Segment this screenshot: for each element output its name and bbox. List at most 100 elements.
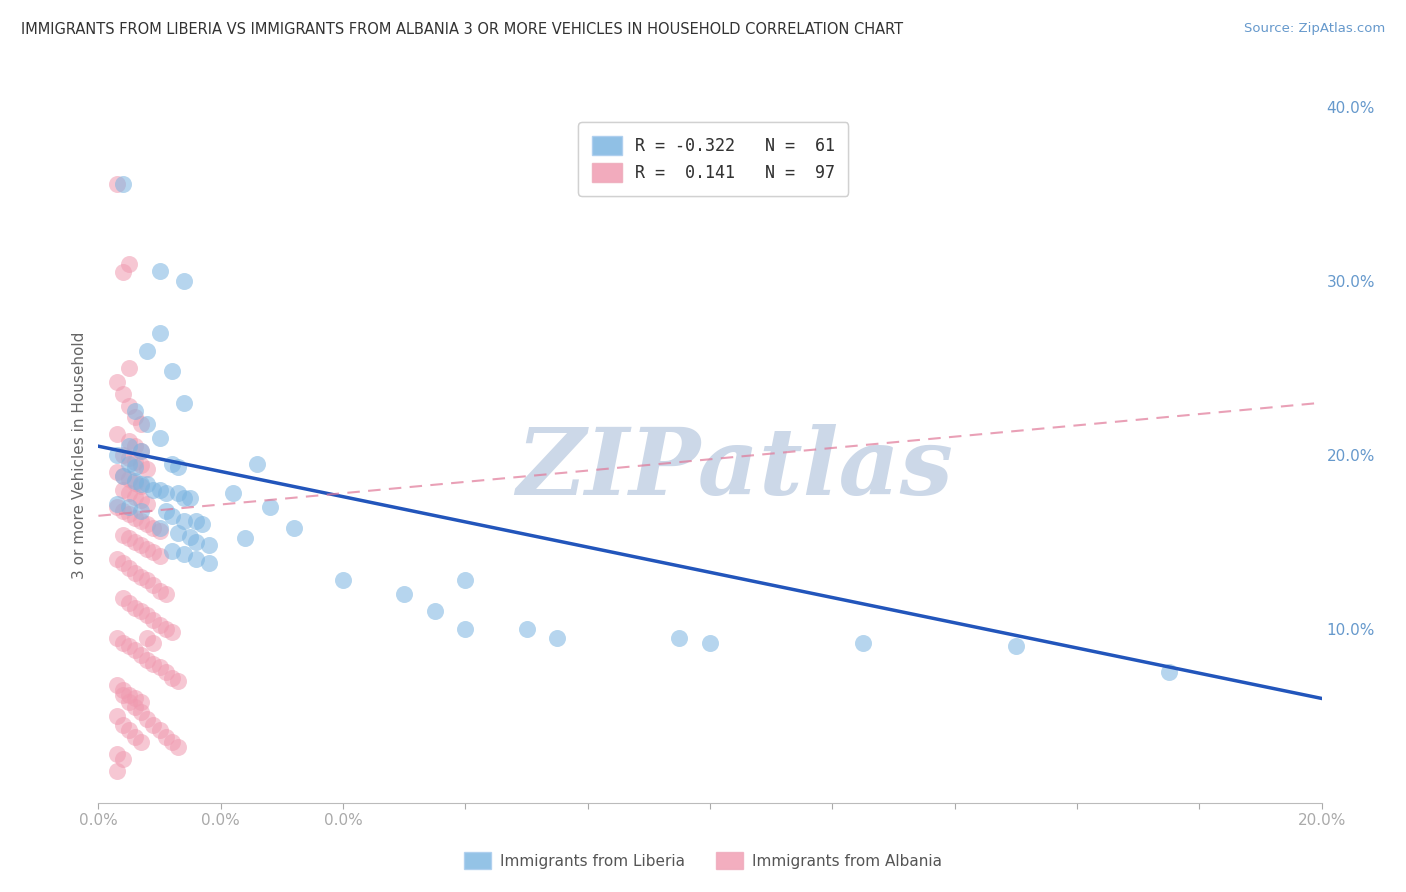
Point [197, 538, 219, 552]
Point [136, 477, 159, 491]
Point [136, 631, 159, 645]
Text: ZIPatlas: ZIPatlas [516, 424, 953, 514]
Point [167, 526, 190, 541]
Point [105, 747, 128, 761]
Point [129, 695, 152, 709]
Point [179, 530, 201, 544]
Point [136, 712, 159, 726]
Point [173, 547, 195, 561]
Point [454, 573, 477, 587]
Point [129, 444, 152, 458]
Point [142, 717, 165, 731]
Point [124, 691, 146, 706]
Point [111, 717, 134, 731]
Point [149, 521, 172, 535]
Point [111, 636, 134, 650]
Legend: R = -0.322   N =  61, R =  0.141   N =  97: R = -0.322 N = 61, R = 0.141 N = 97 [578, 122, 848, 196]
Point [259, 500, 281, 514]
Point [142, 613, 165, 627]
Point [124, 404, 146, 418]
Point [160, 735, 183, 749]
Point [124, 730, 146, 744]
Point [118, 457, 141, 471]
Point [105, 708, 128, 723]
Point [105, 375, 128, 389]
Point [129, 479, 152, 493]
Point [160, 457, 183, 471]
Point [111, 468, 134, 483]
Point [392, 587, 416, 601]
Point [111, 503, 134, 517]
Point [118, 451, 141, 466]
Point [155, 665, 177, 680]
Point [149, 660, 172, 674]
Point [155, 486, 177, 500]
Point [149, 583, 172, 598]
Point [105, 448, 128, 462]
Point [149, 723, 172, 737]
Point [129, 605, 152, 619]
Point [129, 477, 152, 491]
Point [124, 490, 146, 504]
Point [179, 491, 201, 506]
Point [136, 343, 159, 358]
Point [136, 517, 159, 532]
Point [118, 695, 141, 709]
Point [186, 514, 208, 528]
Point [105, 677, 128, 691]
Point [149, 263, 172, 277]
Point [124, 475, 146, 490]
Point [246, 457, 269, 471]
Point [111, 752, 134, 766]
Point [118, 256, 141, 270]
Point [129, 706, 152, 720]
Point [105, 497, 128, 511]
Point [105, 500, 128, 514]
Point [111, 682, 134, 697]
Point [111, 591, 134, 605]
Point [173, 491, 195, 506]
Point [136, 653, 159, 667]
Point [118, 472, 141, 486]
Point [167, 486, 190, 500]
Point [142, 636, 165, 650]
Point [118, 360, 141, 375]
Point [136, 541, 159, 556]
Point [136, 607, 159, 622]
Point [124, 439, 146, 453]
Point [173, 274, 195, 288]
Point [124, 455, 146, 469]
Point [423, 605, 446, 619]
Point [186, 534, 208, 549]
Point [142, 545, 165, 559]
Point [129, 493, 152, 508]
Point [699, 636, 721, 650]
Legend: Immigrants from Liberia, Immigrants from Albania: Immigrants from Liberia, Immigrants from… [457, 846, 949, 875]
Point [149, 618, 172, 632]
Point [105, 427, 128, 442]
Point [136, 462, 159, 476]
Point [160, 543, 183, 558]
Point [149, 549, 172, 563]
Point [118, 561, 141, 575]
Point [149, 326, 172, 340]
Point [129, 444, 152, 458]
Point [124, 460, 146, 475]
Point [167, 460, 190, 475]
Point [129, 735, 152, 749]
Point [124, 566, 146, 581]
Point [124, 700, 146, 714]
Point [118, 439, 141, 453]
Point [155, 503, 177, 517]
Point [332, 573, 354, 587]
Point [118, 532, 141, 546]
Point [149, 524, 172, 539]
Point [124, 642, 146, 657]
Point [136, 497, 159, 511]
Point [136, 573, 159, 587]
Point [149, 483, 172, 497]
Point [167, 740, 190, 755]
Point [105, 177, 128, 191]
Point [142, 657, 165, 671]
Point [149, 431, 172, 445]
